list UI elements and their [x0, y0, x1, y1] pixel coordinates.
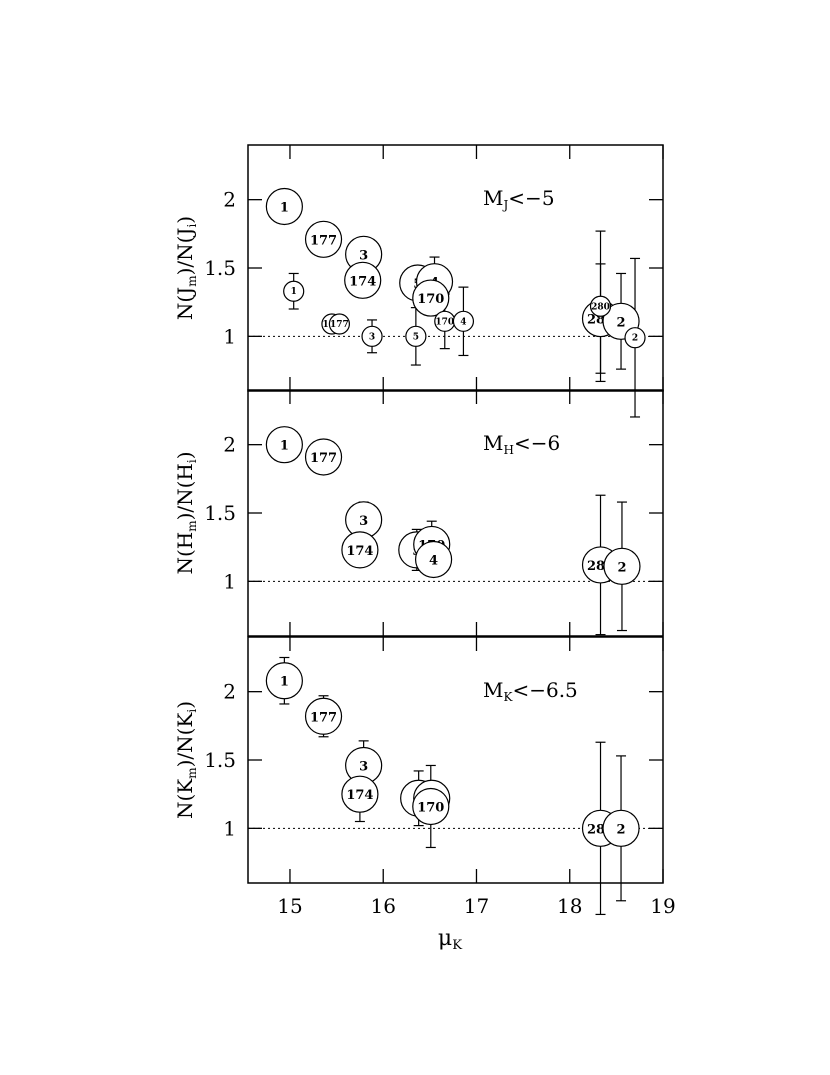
data-point [341, 775, 379, 813]
data-point [412, 787, 450, 826]
x-tick-label: 18 [557, 894, 582, 918]
data-point [265, 187, 303, 226]
data-point [589, 295, 612, 317]
y-tick-label: 2 [223, 680, 236, 704]
text-part: )/N(K [173, 712, 197, 768]
point-label: 4 [429, 553, 438, 568]
data-point [602, 809, 640, 847]
point-label: 3 [369, 332, 375, 342]
point-label: 177 [310, 710, 337, 725]
point-label: 1 [280, 439, 289, 454]
point-label: 170 [417, 292, 444, 307]
point-label: 2 [617, 560, 626, 575]
panel-label: MK<−6.5 [483, 678, 578, 704]
y-axis-label: N(Jm)/N(Ji) [173, 216, 199, 320]
y-tick-label: 1.5 [204, 501, 236, 525]
data-point [283, 280, 305, 302]
point-label: 177 [310, 451, 337, 466]
point-label: 174 [346, 788, 373, 803]
y-tick-label: 1 [223, 816, 236, 840]
point-label: 1 [280, 201, 289, 216]
point-label: 3 [359, 759, 368, 774]
point-label: 2 [617, 822, 626, 837]
text-part: <−6 [514, 431, 560, 455]
y-tick-label: 2 [223, 188, 236, 212]
point-label: 174 [349, 274, 376, 289]
data-point [624, 327, 646, 349]
point-label: 170 [417, 800, 444, 815]
point-label: 3 [359, 248, 368, 263]
y-tick-label: 1 [223, 569, 236, 593]
point-label: 177 [310, 233, 337, 248]
y-axis-label: N(Hm)/N(Hi) [173, 451, 199, 574]
point-label: 3 [359, 514, 368, 529]
x-tick-label: 16 [370, 894, 395, 918]
panel-label: MH<−6 [483, 431, 560, 457]
subscript: K [452, 938, 463, 953]
text-part: N(J [173, 287, 197, 320]
point-label: 174 [346, 544, 373, 559]
text-part: M [483, 431, 503, 455]
data-point [328, 313, 350, 335]
point-label: 170 [435, 317, 454, 327]
data-point [603, 547, 641, 585]
data-point [265, 426, 303, 464]
data-point [344, 261, 382, 299]
point-label: 2 [632, 334, 638, 344]
point-label: 1 [280, 675, 289, 690]
y-axis-label: N(Km)/N(Ki) [173, 701, 199, 819]
y-tick-label: 1 [223, 324, 236, 348]
text-part: ) [173, 701, 197, 709]
x-axis-label: μK [438, 926, 463, 953]
subscript: i [185, 709, 199, 713]
text-part: ) [173, 451, 197, 459]
data-point [304, 220, 343, 258]
text-part: μ [438, 926, 452, 951]
data-point [412, 279, 450, 317]
data-point [304, 697, 343, 735]
y-tick-label: 2 [223, 433, 236, 457]
data-point [304, 438, 343, 476]
text-part: N(K [173, 778, 197, 819]
y-tick-label: 1.5 [204, 256, 236, 280]
data-point [414, 540, 453, 579]
text-part: )/N(J [173, 228, 197, 276]
point-label: 2 [617, 315, 626, 330]
subscript: i [185, 224, 199, 228]
y-tick-label: 1.5 [204, 748, 236, 772]
data-point [452, 310, 475, 332]
subscript: K [503, 690, 513, 704]
point-label: 177 [330, 320, 349, 330]
point-label: 5 [413, 332, 419, 342]
text-part: <−6.5 [512, 678, 577, 702]
subscript: i [185, 459, 199, 463]
text-part: )/N(H [173, 463, 197, 520]
x-tick-label: 15 [277, 894, 302, 918]
x-tick-label: 19 [650, 894, 675, 918]
point-label: 1 [291, 287, 297, 297]
data-point [405, 325, 427, 347]
x-tick-label: 17 [464, 894, 489, 918]
point-label: 280 [591, 302, 610, 312]
text-part: M [483, 186, 503, 210]
text-part: <−5 [508, 186, 554, 210]
text-part: ) [173, 216, 197, 224]
subscript: m [185, 767, 199, 779]
subscript: J [501, 198, 508, 212]
point-label: 4 [460, 317, 466, 327]
text-part: N(H [173, 532, 197, 575]
panel-label: MJ<−5 [483, 186, 555, 212]
data-point [361, 325, 383, 347]
data-point [341, 531, 379, 569]
subscript: H [503, 443, 513, 457]
subscript: m [185, 520, 199, 532]
text-part: M [483, 678, 503, 702]
data-point [265, 662, 303, 700]
subscript: m [185, 275, 199, 287]
